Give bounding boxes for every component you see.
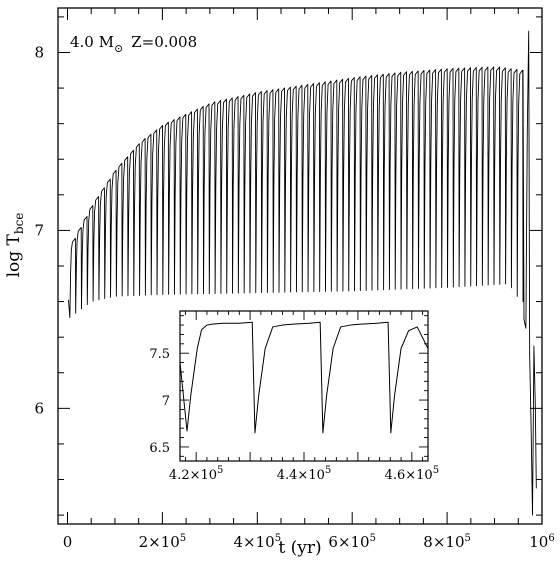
y-axis-title-subscript: bce [12, 213, 26, 235]
main-series-line [67, 30, 537, 516]
main-tick-marks [58, 8, 543, 524]
inset-x-tick-label: 4.2×105 [169, 465, 223, 483]
tick-label-mantissa: 4.6×10 [385, 468, 433, 483]
y-axis-title: log Tbce [4, 213, 26, 278]
inset-x-tick-labels: 4.2×105 4.4×105 4.6×105 [169, 465, 439, 483]
tick-label-mantissa: 6×10 [328, 533, 369, 551]
x-tick-label: 6×105 [328, 533, 376, 551]
tick-label-mantissa: 4.4×10 [277, 468, 325, 483]
annotation-mass: 4.0 M [70, 33, 114, 51]
tick-label-mantissa: 10 [529, 533, 548, 551]
x-tick-label: 4×105 [234, 533, 282, 551]
tick-label-mantissa: 8 [34, 43, 44, 61]
tick-label-mantissa: 8×10 [423, 533, 464, 551]
x-tick-label: 0 [63, 533, 73, 551]
inset-tick-marks [180, 311, 428, 461]
y-tick-label: 6 [34, 399, 44, 417]
tick-label-mantissa: 6 [34, 399, 44, 417]
main-y-tick-labels: 6 7 8 [34, 43, 44, 417]
inset-plot: 4.2×105 4.4×105 4.6×105 6.577.5 [132, 309, 439, 483]
tick-label-mantissa: 7 [162, 394, 170, 409]
y-tick-label: 8 [34, 43, 44, 61]
inset-y-tick-label: 7.5 [149, 347, 170, 362]
tick-label-exponent: 5 [433, 465, 439, 476]
tick-label-mantissa: 4×10 [234, 533, 275, 551]
tick-label-exponent: 5 [217, 465, 223, 476]
tick-label-exponent: 5 [370, 533, 376, 544]
sun-symbol: ⊙ [114, 42, 123, 55]
tick-label-exponent: 5 [465, 533, 471, 544]
inset-background [132, 309, 436, 483]
tick-label-mantissa: 7 [34, 221, 44, 239]
tick-label-mantissa: 7.5 [149, 347, 170, 362]
annotation-metallicity: Z=0.008 [131, 33, 197, 51]
tick-label-mantissa: 6.5 [149, 441, 170, 456]
chart-annotation: 4.0 M⊙ Z=0.008 [70, 33, 197, 55]
inset-x-tick-label: 4.4×105 [277, 465, 331, 483]
x-tick-label: 106 [529, 533, 554, 551]
tick-label-exponent: 6 [548, 533, 554, 544]
tick-label-mantissa: 0 [63, 533, 73, 551]
x-tick-label: 2×105 [139, 533, 187, 551]
inset-y-tick-label: 7 [162, 394, 170, 409]
inset-x-tick-label: 4.6×105 [385, 465, 439, 483]
main-plot: 0 2×105 4×105 6×105 8×105 106 678 4.0 M⊙ Z=0.0… [4, 7, 555, 558]
y-tick-label: 7 [34, 221, 44, 239]
main-x-tick-labels: 0 2×105 4×105 6×105 8×105 106 [63, 533, 555, 551]
tick-label-exponent: 5 [180, 533, 186, 544]
tick-label-exponent: 5 [275, 533, 281, 544]
inset-series-line [179, 321, 429, 434]
inset-y-tick-label: 6.5 [149, 441, 170, 456]
tick-label-mantissa: 4.2×10 [169, 468, 217, 483]
x-tick-label: 8×105 [423, 533, 471, 551]
tick-label-mantissa: 2×10 [139, 533, 180, 551]
tick-label-exponent: 5 [325, 465, 331, 476]
inset-y-tick-labels: 6.5 7 7.5 [149, 347, 170, 456]
y-axis-title-main: log T [4, 233, 24, 277]
x-axis-title: t (yr) [278, 538, 321, 558]
